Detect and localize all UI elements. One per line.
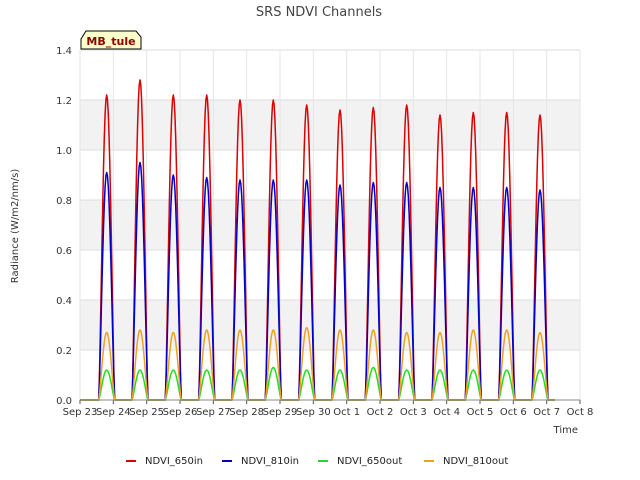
legend-item-ndvi-810out: NDVI_810out (424, 456, 508, 467)
legend: NDVI_650in NDVI_810in NDVI_650out NDVI_810o… (126, 456, 508, 467)
y-tick-label: 0.4 (56, 296, 72, 307)
y-tick-label: 1.4 (56, 46, 72, 57)
legend-label: NDVI_810out (443, 456, 508, 467)
y-tick-label: 0.8 (56, 196, 72, 207)
legend-label: NDVI_810in (241, 456, 299, 467)
y-tick-label: 0.6 (56, 246, 72, 257)
x-tick-label: Sep 27 (196, 407, 231, 418)
legend-item-ndvi-650out: NDVI_650out (318, 456, 402, 467)
x-tick-label: Sep 24 (96, 407, 131, 418)
x-tick-label: Sep 28 (229, 407, 264, 418)
y-tick-label: 0.2 (56, 346, 72, 357)
grid-band (80, 100, 580, 150)
x-tick-label: Sep 29 (263, 407, 298, 418)
x-tick-label: Oct 4 (433, 407, 460, 418)
site-badge: MB_tule (80, 30, 142, 50)
y-axis-title: Radiance (W/m2/nm/s) (10, 169, 21, 284)
legend-item-ndvi-650in: NDVI_650in (126, 456, 203, 467)
y-tick-label: 1.2 (56, 96, 72, 107)
x-tick-label: Sep 23 (63, 407, 98, 418)
grid-bands (80, 50, 580, 400)
x-tick-label: Oct 2 (367, 407, 394, 418)
x-tick-label: Sep 26 (163, 407, 198, 418)
chart-title: SRS NDVI Channels (256, 5, 382, 20)
site-badge-box (80, 30, 142, 50)
y-tick-label: 1.0 (56, 146, 72, 157)
x-axis-title: Time (553, 425, 578, 436)
x-tick-label: Oct 8 (567, 407, 594, 418)
grid-band (80, 200, 580, 250)
x-tick-label: Oct 1 (333, 407, 360, 418)
legend-item-ndvi-810in: NDVI_810in (222, 456, 299, 467)
y-tick-label: 0.0 (56, 396, 72, 407)
legend-label: NDVI_650in (145, 456, 203, 467)
site-badge-label: MB_tule (86, 35, 135, 48)
grid-band (80, 300, 580, 350)
legend-label: NDVI_650out (337, 456, 402, 467)
x-tick-label: Oct 7 (533, 407, 560, 418)
x-tick-label: Sep 25 (129, 407, 164, 418)
x-tick-label: Oct 5 (467, 407, 494, 418)
x-tick-label: Oct 3 (400, 407, 427, 418)
x-tick-label: Sep 30 (296, 407, 331, 418)
x-tick-label: Oct 6 (500, 407, 527, 418)
